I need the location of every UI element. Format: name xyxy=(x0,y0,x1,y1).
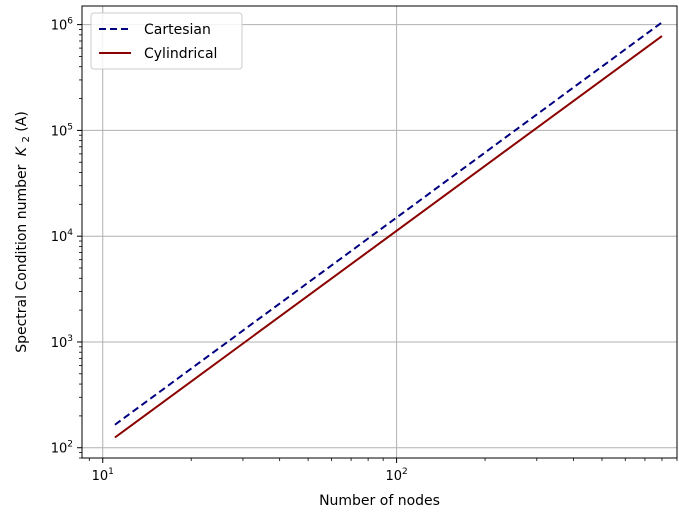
legend-box xyxy=(90,12,243,70)
x-tick-label: 101 xyxy=(92,467,114,484)
legend-entries: Cartesian Cylindrical xyxy=(99,22,217,62)
y-axis-label-argument: (A) xyxy=(14,111,30,132)
series-line-cartesian xyxy=(114,21,663,426)
y-tick-label: 103 xyxy=(51,334,73,351)
legend-label-cartesian: Cartesian xyxy=(144,22,211,38)
y-axis-label-subscript: 2 xyxy=(21,136,32,142)
y-tick-label: 106 xyxy=(51,17,74,34)
plot-frame xyxy=(81,5,678,459)
series-lines xyxy=(114,21,663,439)
x-axis-label: Number of nodes xyxy=(319,493,440,509)
series-line-cylindrical xyxy=(114,35,663,439)
y-axis-label: Spectral Condition number K 2 (A) xyxy=(14,111,33,353)
legend-label-cylindrical: Cylindrical xyxy=(144,46,217,62)
y-axis-label-text: Spectral Condition number xyxy=(14,164,30,352)
legend: Cartesian Cylindrical xyxy=(90,12,243,70)
x-tick-label: 102 xyxy=(385,467,407,484)
y-tick-label: 104 xyxy=(51,228,74,245)
y-axis-label-symbol: K xyxy=(14,145,30,156)
y-tick-label: 105 xyxy=(51,122,73,139)
y-tick-label: 102 xyxy=(51,440,73,457)
grid-lines xyxy=(82,6,677,458)
axis-ticks: 101 102 102 103 104 105 106 xyxy=(51,17,678,484)
